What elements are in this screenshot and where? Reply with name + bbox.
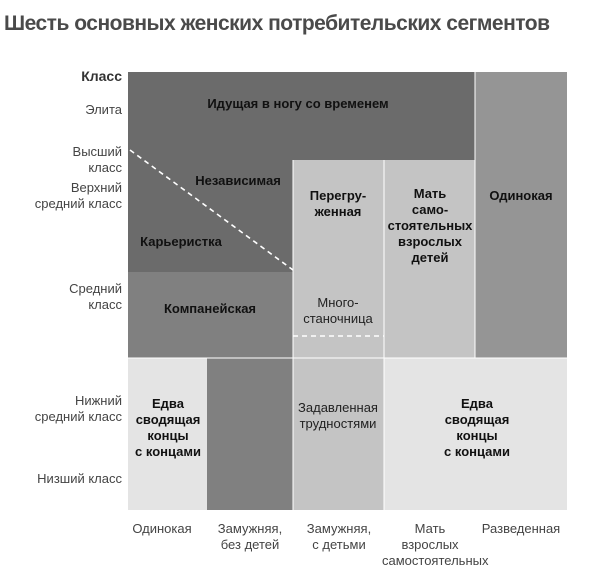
x-axis-label-razvedennaya: Разведенная (481, 521, 561, 536)
x-axis-label-zamuzhnyaya-bez-detey: Замужняя, без детей (217, 521, 283, 552)
segment-label-idushchaya: Идущая в ногу со временем (207, 96, 389, 111)
segment-label-edva-left: Едва сводящая концы с концами (135, 396, 201, 459)
segment-label-nezavisimaya: Независимая (195, 173, 281, 188)
x-axis-label-odinokaya: Одинокая (132, 521, 192, 536)
y-axis-label-lower: Низший класс (37, 471, 122, 486)
segment-idushchaya-block (128, 72, 475, 160)
segment-label-zadavlennaya: Задавленная трудностями (298, 400, 378, 431)
segment-kompaneyskaya-block (128, 272, 293, 358)
y-axis-label-elite: Элита (85, 102, 122, 117)
segment-label-edva-right: Едва сводящая концы с концами (444, 396, 510, 459)
y-axis-label-lower-middle: Нижний средний класс (34, 393, 122, 424)
segment-label-peregruzhennaya: Перегру-женная (309, 188, 367, 219)
segment-edva-left-block (128, 358, 207, 510)
segment-edva-right-block (384, 358, 567, 510)
segment-label-kareristka: Карьеристка (140, 234, 222, 249)
y-axis-label-upper: Высший класс (72, 144, 122, 175)
segment-mat-block (384, 160, 475, 358)
career-divider-line (129, 149, 294, 271)
y-axis-header: Класс (81, 68, 122, 84)
y-axis-label-middle: Средний класс (69, 281, 122, 312)
segment-label-odinokaya: Одинокая (489, 188, 553, 203)
segment-odinokaya-block (475, 72, 567, 358)
segment-peregruzhennaya-block (293, 160, 384, 358)
segment-career-block (128, 160, 293, 272)
segment-label-mat: Мать само-стоятельных взрослых детей (387, 186, 473, 265)
y-axis-label-upper-middle: Верхний средний класс (34, 180, 122, 211)
segment-label-mnogostanochnitsa: Много-станочница (303, 295, 373, 326)
x-axis-label-zamuzhnyaya-s-detmi: Замужняя, с детьми (306, 521, 372, 552)
segment-kompaneyskaya-lower-block (207, 358, 293, 510)
diagram-title: Шесть основных женских потребительских с… (4, 12, 550, 35)
segment-zadavlennaya-block (293, 336, 384, 510)
segment-label-kompaneyskaya: Компанейская (163, 301, 257, 316)
x-axis-label-mat-vzroslykh: Мать взрослых самостоятельных (382, 521, 489, 568)
